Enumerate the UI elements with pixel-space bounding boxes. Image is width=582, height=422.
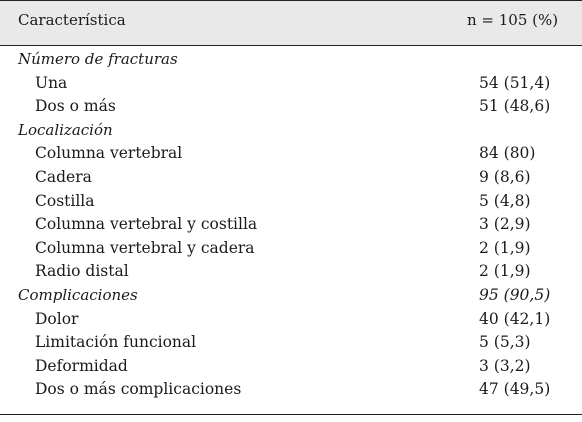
row-value: 3 (2,9) (479, 215, 531, 234)
table-row: Dos o más complicaciones 47 (49,5) (0, 378, 582, 402)
row-value: 5 (4,8) (479, 191, 531, 210)
row-label: Radio distal (35, 262, 129, 281)
table-row: Dos o más 51 (48,6) (0, 95, 582, 119)
table-row: Limitación funcional 5 (5,3) (0, 331, 582, 355)
table-row: Columna vertebral y cadera 2 (1,9) (0, 237, 582, 261)
section-row: Complicaciones 95 (90,5) (0, 284, 582, 308)
row-value: 51 (48,6) (479, 97, 551, 116)
row-value: 9 (8,6) (479, 168, 531, 186)
row-label: Una (35, 73, 68, 92)
section-label: Localización (18, 120, 113, 139)
column-header-count: n = 105 (%) (467, 11, 559, 29)
bottom-rule (0, 414, 582, 415)
row-label: Cadera (35, 168, 92, 186)
section-label: Complicaciones (18, 286, 138, 304)
table-row: Cadera 9 (8,6) (0, 166, 582, 190)
table-row: Una 54 (51,4) (0, 72, 582, 96)
row-label: Columna vertebral y cadera (35, 238, 255, 257)
table-row: Dolor 40 (42,1) (0, 308, 582, 332)
table-row: Costilla 5 (4,8) (0, 190, 582, 214)
row-value: 40 (42,1) (479, 309, 551, 328)
table-header (0, 0, 582, 45)
row-value: 2 (1,9) (479, 238, 531, 257)
row-label: Deformidad (35, 356, 128, 375)
section-row: Localización (0, 119, 582, 143)
row-value: 95 (90,5) (479, 286, 551, 304)
table-row: Columna vertebral 84 (80) (0, 142, 582, 166)
row-label: Dos o más complicaciones (35, 380, 242, 399)
table-row: Deformidad 3 (3,2) (0, 355, 582, 379)
header-rule (0, 45, 582, 46)
column-header-characteristic: Característica (18, 11, 126, 29)
row-value: 54 (51,4) (479, 73, 551, 92)
row-label: Columna vertebral (35, 144, 183, 163)
row-label: Dolor (35, 309, 79, 328)
section-label: Número de fracturas (18, 50, 178, 68)
row-label: Columna vertebral y costilla (35, 215, 258, 234)
table-row: Radio distal 2 (1,9) (0, 260, 582, 284)
row-label: Limitación funcional (35, 333, 197, 352)
section-row: Número de fracturas (0, 48, 582, 72)
row-value: 5 (5,3) (479, 333, 531, 352)
row-value: 3 (3,2) (479, 356, 531, 375)
top-rule (0, 0, 582, 1)
row-label: Costilla (35, 191, 95, 210)
row-label: Dos o más (35, 97, 116, 116)
table-row: Columna vertebral y costilla 3 (2,9) (0, 213, 582, 237)
row-value: 84 (80) (479, 144, 536, 163)
row-value: 47 (49,5) (479, 380, 551, 399)
row-value: 2 (1,9) (479, 262, 531, 281)
